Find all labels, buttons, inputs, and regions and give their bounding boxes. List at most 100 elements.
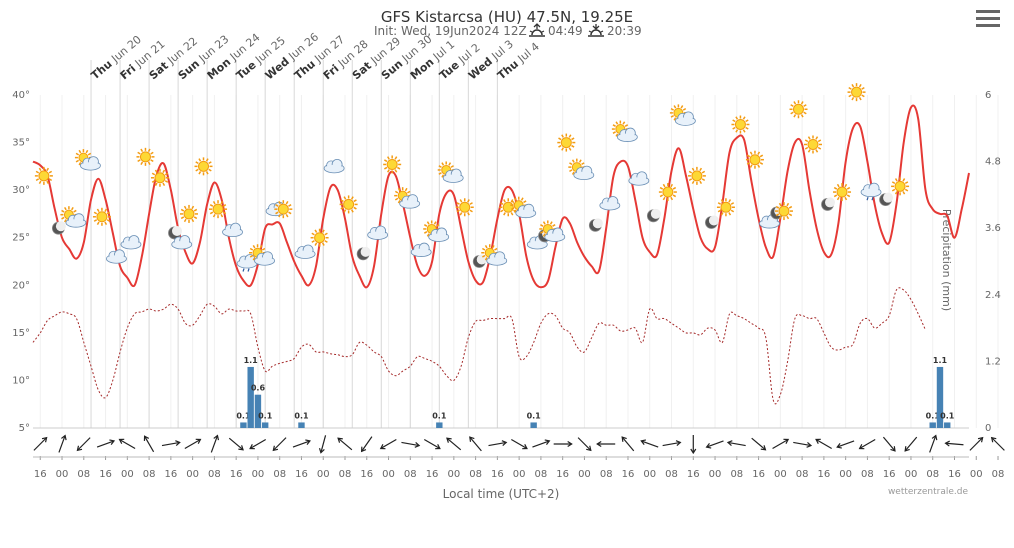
suncloud-icon bbox=[611, 120, 638, 142]
x-tick-label: 08 bbox=[535, 469, 548, 480]
wind-arrow bbox=[228, 437, 244, 451]
precip-label: 0.1 bbox=[527, 411, 542, 420]
cloud-icon bbox=[323, 158, 345, 174]
wind-arrow bbox=[210, 434, 220, 453]
sun-icon bbox=[455, 198, 474, 217]
x-tick-label: 00 bbox=[905, 469, 918, 480]
moon-icon bbox=[356, 246, 371, 261]
wind-arrow bbox=[184, 438, 202, 450]
menu-bar bbox=[976, 24, 1000, 27]
wind-arrow bbox=[969, 436, 984, 451]
wind-arrow bbox=[553, 440, 573, 448]
x-tick-label: 08 bbox=[404, 469, 417, 480]
moon-icon bbox=[879, 192, 894, 207]
precip-bar bbox=[254, 394, 262, 428]
sun-icon bbox=[716, 198, 735, 217]
wind-arrow bbox=[815, 438, 832, 450]
moon-icon bbox=[646, 208, 661, 223]
y2-tick-label: 0 bbox=[985, 423, 991, 434]
wind-arrow bbox=[793, 441, 813, 448]
wind-arrow bbox=[511, 438, 528, 450]
sun-icon bbox=[557, 133, 576, 152]
menu-bar bbox=[976, 10, 1000, 13]
x-tick-label: 16 bbox=[818, 469, 831, 480]
sun-icon bbox=[136, 147, 155, 166]
x-tick-label: 00 bbox=[709, 469, 722, 480]
moon-icon bbox=[588, 218, 603, 232]
sun-icon bbox=[180, 204, 198, 223]
precip-bar bbox=[240, 422, 247, 428]
x-tick-label: 08 bbox=[469, 469, 482, 480]
x-axis-ticks: 16 00 08 16 00 08 16 00 08 16 00 08 16 00 08 16 00 08 16 00… bbox=[33, 456, 1004, 480]
init-label: Init: Wed, 19Jun2024 12Z bbox=[374, 24, 527, 38]
sunset-time: 20:39 bbox=[607, 24, 642, 38]
x-tick-label: 16 bbox=[556, 469, 569, 480]
wind-arrow bbox=[469, 436, 482, 452]
x-tick-label: 08 bbox=[208, 469, 221, 480]
x-tick-label: 00 bbox=[578, 469, 591, 480]
precip-label: 1.1 bbox=[244, 356, 259, 365]
precip-label: 0.6 bbox=[251, 384, 266, 393]
precip-label: 0.1 bbox=[236, 411, 251, 420]
dewpoint-line bbox=[32, 287, 926, 405]
x-tick-label: 16 bbox=[883, 469, 896, 480]
precip-bar bbox=[944, 422, 951, 428]
x-tick-label: 00 bbox=[382, 469, 395, 480]
sun-icon bbox=[789, 100, 808, 119]
wind-arrow bbox=[705, 440, 724, 449]
x-tick-label: 08 bbox=[339, 469, 352, 480]
wind-arrow bbox=[379, 438, 397, 450]
sun-icon bbox=[310, 228, 329, 247]
suncloud-icon bbox=[249, 244, 275, 266]
precip-bar bbox=[530, 422, 537, 428]
cloud-icon bbox=[599, 196, 621, 211]
precip-label: 0.1 bbox=[940, 411, 955, 420]
x-tick-label: 00 bbox=[121, 469, 134, 480]
sun-icon bbox=[891, 177, 910, 196]
wind-arrow bbox=[423, 438, 441, 450]
precip-bar bbox=[436, 422, 443, 428]
precip-label: 0.1 bbox=[294, 411, 309, 420]
y2-tick-label: 6 bbox=[985, 90, 991, 101]
grid-layer bbox=[33, 60, 999, 429]
y-tick-label: 15° bbox=[12, 328, 30, 339]
wind-arrow bbox=[990, 436, 1005, 451]
y2-tick-label: 3.6 bbox=[985, 223, 1001, 234]
x-tick-label: 16 bbox=[622, 469, 635, 480]
wind-arrow bbox=[836, 440, 855, 449]
x-tick-label: 00 bbox=[56, 469, 69, 480]
y-axis-right-title: Precipitation (mm) bbox=[940, 209, 953, 311]
precip-bar bbox=[261, 422, 269, 428]
wind-arrow bbox=[662, 440, 682, 447]
x-tick-label: 16 bbox=[752, 469, 765, 480]
suncloud-icon bbox=[74, 149, 101, 171]
suncloud-icon bbox=[539, 220, 566, 242]
wind-arrow bbox=[161, 440, 181, 447]
x-tick-label: 08 bbox=[861, 469, 874, 480]
x-tick-label: 00 bbox=[317, 469, 330, 480]
wind-arrow bbox=[488, 440, 508, 447]
cloud-icon bbox=[171, 235, 193, 250]
cloud-icon bbox=[222, 222, 243, 238]
wind-arrow bbox=[96, 439, 116, 448]
precip-label: 0.1 bbox=[926, 411, 941, 420]
cloud-icon bbox=[294, 244, 316, 259]
wind-arrow bbox=[33, 436, 48, 451]
cloudrain-icon bbox=[860, 182, 882, 201]
x-tick-label: 16 bbox=[687, 469, 700, 480]
wind-arrow bbox=[726, 440, 746, 447]
sun-icon bbox=[209, 200, 228, 219]
x-tick-label: 08 bbox=[665, 469, 678, 480]
hamburger-menu-icon[interactable] bbox=[976, 10, 1000, 30]
sun-icon bbox=[847, 83, 866, 102]
sunset-icon bbox=[588, 24, 604, 37]
wind-arrow bbox=[446, 437, 462, 451]
x-tick-label: 08 bbox=[143, 469, 156, 480]
y-axis-left: 5° 10° 15° 20° 25° 30° 35° 40° bbox=[12, 90, 30, 434]
wind-arrow bbox=[621, 436, 635, 452]
precip-bar bbox=[298, 422, 305, 428]
sun-icon bbox=[833, 183, 852, 202]
suncloud-icon bbox=[481, 244, 508, 266]
